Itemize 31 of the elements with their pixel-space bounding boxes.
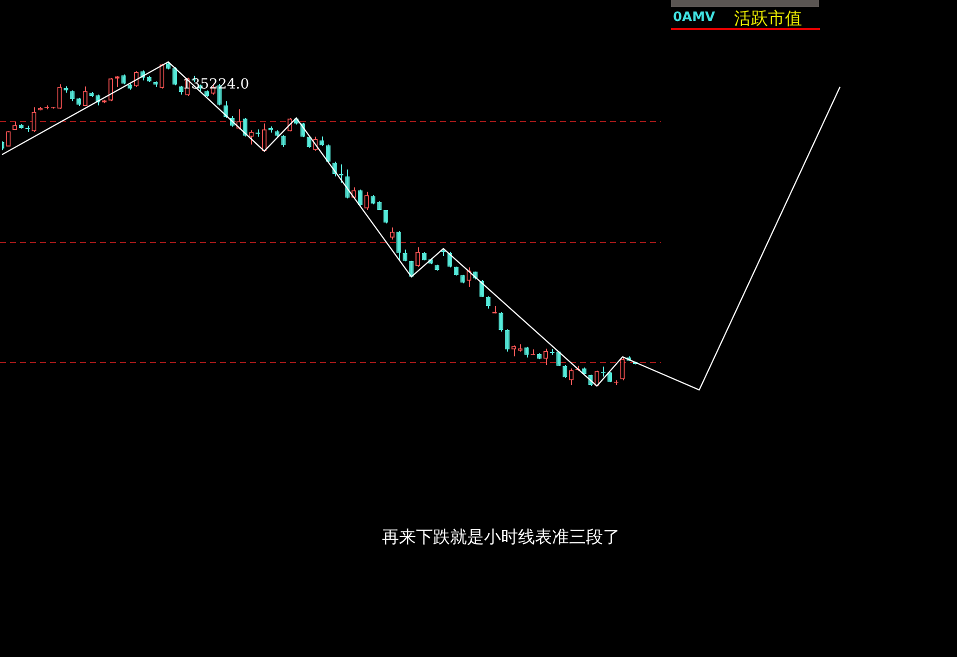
candlestick bbox=[384, 210, 388, 224]
candlestick bbox=[466, 266, 472, 288]
chart-subtitle: 0AMV bbox=[673, 10, 716, 25]
candlestick bbox=[416, 246, 420, 268]
candlestick bbox=[390, 227, 395, 240]
candlestick bbox=[32, 106, 36, 132]
candlestick bbox=[620, 356, 625, 381]
candlestick bbox=[396, 230, 401, 261]
candlestick bbox=[82, 86, 88, 106]
candlestick bbox=[262, 122, 267, 153]
candlestick bbox=[281, 134, 286, 148]
candlestick bbox=[486, 296, 490, 310]
candlestick bbox=[524, 346, 529, 358]
candlestick bbox=[326, 144, 331, 163]
candlestick bbox=[543, 348, 548, 366]
candlestick bbox=[172, 66, 178, 86]
candlestick bbox=[249, 130, 254, 146]
text: 再来下跌就是小时线表准三段了 bbox=[382, 527, 620, 548]
candlestick bbox=[562, 364, 568, 378]
candlestick bbox=[447, 251, 452, 268]
candlestick bbox=[364, 191, 369, 211]
candlestick bbox=[498, 312, 504, 332]
candlestick bbox=[358, 189, 363, 206]
candlestick bbox=[511, 345, 516, 357]
candlestick bbox=[121, 74, 126, 85]
candlestick bbox=[57, 84, 62, 110]
candlestick bbox=[160, 63, 164, 89]
chart-title: 活跃市值 bbox=[734, 8, 802, 30]
candlestick bbox=[505, 328, 510, 352]
candlestick bbox=[569, 368, 574, 386]
candlestick bbox=[70, 90, 75, 102]
